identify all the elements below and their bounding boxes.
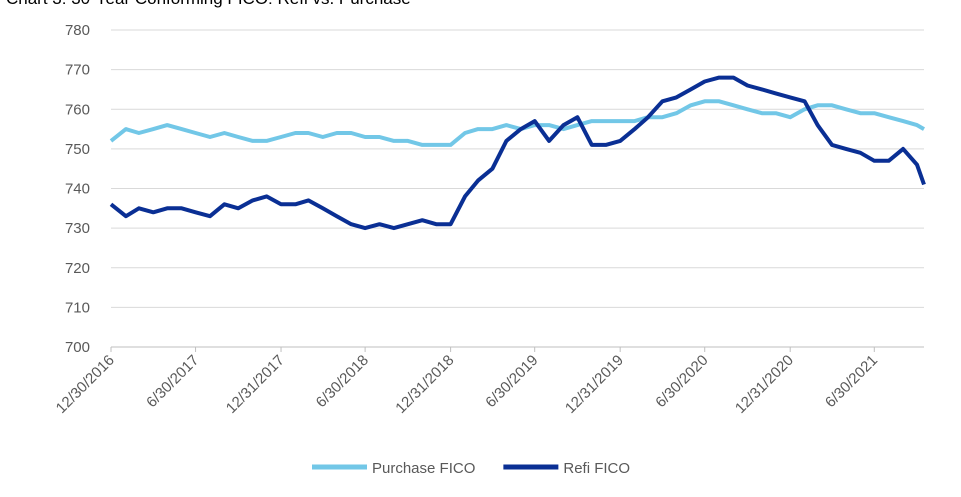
y-tick-label: 700 bbox=[65, 339, 90, 356]
y-tick-label: 720 bbox=[65, 260, 90, 277]
x-tick-label: 12/31/2018 bbox=[392, 352, 457, 417]
x-tick-label: 6/30/2019 bbox=[482, 352, 541, 411]
y-tick-label: 710 bbox=[65, 299, 90, 316]
series-line bbox=[109, 99, 925, 147]
x-tick-label: 12/30/2016 bbox=[53, 352, 118, 417]
x-tick-label: 6/30/2018 bbox=[313, 352, 372, 411]
y-tick-label: 750 bbox=[65, 141, 90, 158]
y-tick-label: 730 bbox=[65, 220, 90, 237]
chart-title: Chart 3: 30-Year Conforming FICO: Refi v… bbox=[6, 0, 411, 8]
x-tick-label: 6/30/2020 bbox=[652, 352, 711, 411]
y-tick-label: 770 bbox=[65, 62, 90, 79]
y-tick-label: 760 bbox=[65, 101, 90, 118]
x-tick-label: 6/30/2017 bbox=[143, 352, 202, 411]
y-tick-label: 740 bbox=[65, 181, 90, 198]
x-tick-label: 12/31/2017 bbox=[223, 352, 288, 417]
x-tick-label: 12/31/2020 bbox=[732, 352, 797, 417]
series-line bbox=[109, 75, 926, 231]
x-tick-label: 6/30/2021 bbox=[822, 352, 881, 411]
legend-label: Purchase FICO bbox=[372, 460, 475, 477]
x-tick-label: 12/31/2019 bbox=[562, 352, 627, 417]
legend-label: Refi FICO bbox=[563, 460, 630, 477]
y-tick-label: 780 bbox=[65, 22, 90, 39]
